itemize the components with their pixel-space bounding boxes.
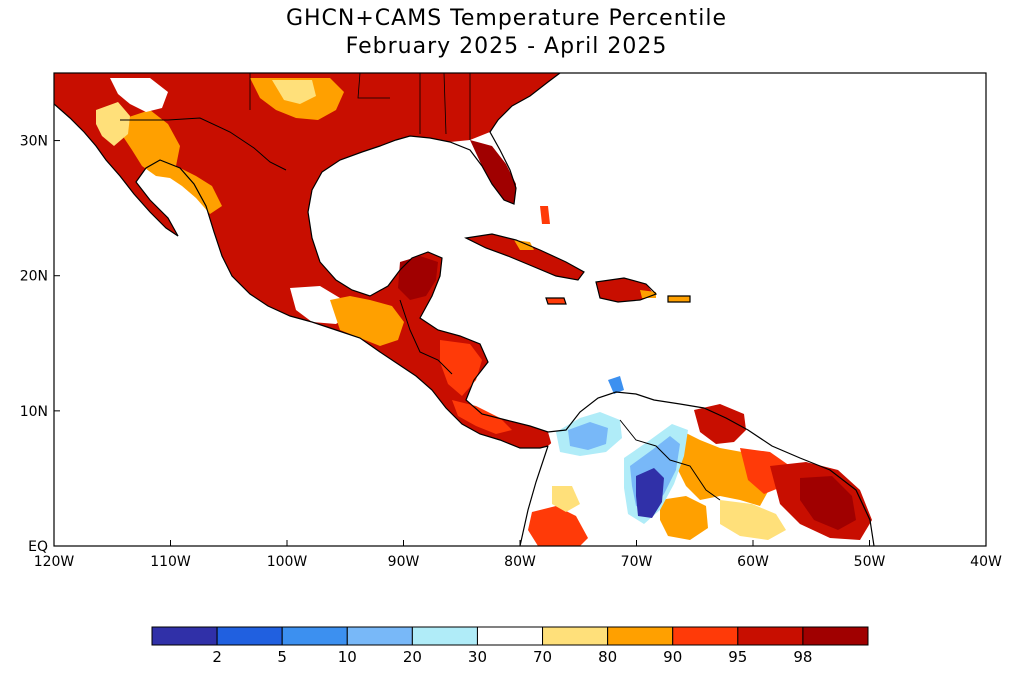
region-llanos-p2 [636, 468, 664, 518]
region-bahamas-p95 [540, 206, 550, 224]
coastlines [54, 73, 875, 546]
x-tick-label: 70W [621, 554, 653, 570]
y-tick-label: 20N [20, 269, 48, 285]
legend-swatch [216, 626, 283, 646]
legend-label: 2 [212, 648, 222, 666]
region-amazon-orange [660, 496, 708, 540]
x-tick-label: 100W [267, 554, 308, 570]
x-tick-label: 80W [504, 554, 536, 570]
border-central-america [399, 299, 453, 375]
x-axis-ticks: 120W 110W 100W 90W 80W 70W 60W 50W 40W [34, 540, 1002, 570]
x-tick-label: 50W [854, 554, 886, 570]
legend-swatch [542, 626, 609, 646]
region-amazon-yellow [720, 500, 786, 540]
region-puerto-rico-p90 [668, 296, 690, 302]
region-venezuela-p98 [694, 404, 746, 444]
legend-swatch [151, 626, 218, 646]
legend-swatch [672, 626, 739, 646]
legend-label: 10 [338, 648, 357, 666]
region-ecuador-p95 [528, 506, 588, 546]
region-cuba-p98 [466, 234, 584, 280]
legend-label: 5 [277, 648, 287, 666]
legend-swatch [476, 626, 544, 646]
region-lake-maracaibo-p10 [608, 376, 624, 394]
map-subtitle-period: February 2025 - April 2025 [345, 34, 668, 59]
border-us-states [249, 73, 471, 140]
x-tick-label: 110W [150, 554, 191, 570]
border-us-mexico [120, 117, 287, 171]
region-florida-p99 [470, 140, 516, 204]
border-venezuela-colombia [619, 419, 721, 501]
region-hispaniola-p98 [596, 278, 654, 302]
coastline-cuba [464, 233, 585, 281]
region-yucatan-p99 [398, 256, 438, 300]
coastline-jamaica [545, 297, 567, 305]
region-guianas-p99 [800, 476, 856, 530]
coastline-hispaniola [595, 277, 658, 303]
legend-label: 20 [403, 648, 422, 666]
region-colombia-p20 [568, 422, 608, 450]
region-texas-yellow [272, 80, 316, 104]
legend-swatch [346, 626, 413, 646]
legend-swatch [607, 626, 674, 646]
y-tick-label: 30N [20, 134, 48, 150]
x-tick-label: 120W [34, 554, 75, 570]
x-tick-label: 60W [737, 554, 769, 570]
region-central-america-p95 [440, 340, 482, 396]
legend-label: 30 [468, 648, 487, 666]
y-axis-ticks: EQ 10N 20N 30N [20, 134, 60, 555]
legend-swatch [802, 626, 869, 646]
region-venezuela-orange [676, 430, 770, 506]
region-costa-rica-p95 [452, 400, 512, 434]
legend-swatch [737, 626, 804, 646]
map-fields [54, 73, 874, 546]
coastline-south-america-pacific [519, 445, 549, 546]
region-baja-white [110, 78, 168, 112]
color-legend: 2 5 10 20 30 70 80 90 95 98 [151, 626, 869, 666]
coastline-gulf-of-mexico [307, 73, 875, 546]
y-tick-label: 10N [20, 404, 48, 420]
legend-label: 90 [663, 648, 682, 666]
legend-swatch [411, 626, 478, 646]
map-title: GHCN+CAMS Temperature Percentile [285, 6, 728, 31]
region-ecuador-p80 [552, 486, 580, 512]
region-jamaica-p95 [546, 298, 566, 304]
region-cuba-orange-tip [514, 240, 534, 250]
x-tick-label: 90W [388, 554, 420, 570]
coastline-puerto-rico [667, 295, 691, 303]
legend-label: 80 [598, 648, 617, 666]
legend-label: 70 [533, 648, 552, 666]
region-sonora-yellow [96, 102, 130, 146]
legend-swatch [281, 626, 348, 646]
y-tick-label: EQ [28, 539, 48, 555]
legend-label: 95 [728, 648, 747, 666]
x-tick-label: 40W [970, 554, 1002, 570]
region-mexico-us-land [54, 73, 560, 448]
coastline-pacific-central-america [54, 103, 549, 449]
region-southern-mexico-orange [330, 296, 404, 346]
legend-label: 98 [793, 648, 812, 666]
